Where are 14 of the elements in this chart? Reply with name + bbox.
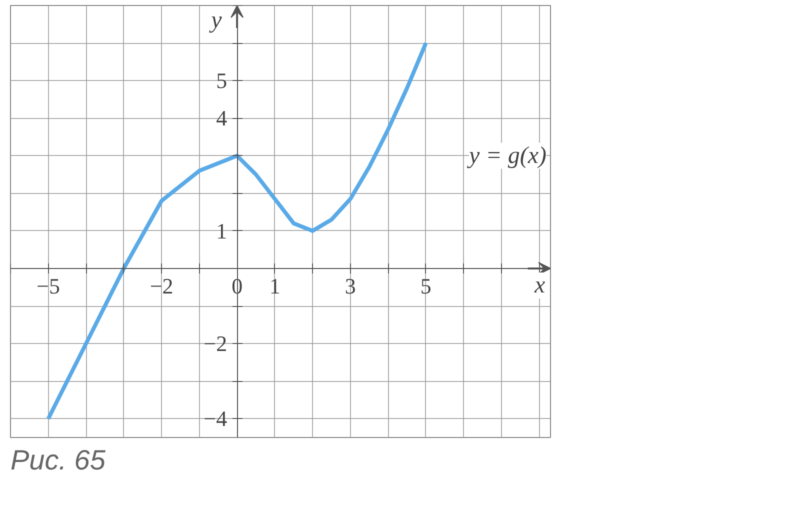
x-tick-label: −5: [36, 273, 60, 298]
y-tick-label: −4: [204, 406, 228, 432]
x-tick-label: 3: [344, 273, 356, 298]
x-tick-label: 5: [420, 273, 432, 298]
y-axis-title: y: [209, 8, 222, 34]
y-tick-label: 1: [216, 218, 228, 244]
y-tick-label: −2: [204, 331, 228, 356]
y-tick-label: 5: [216, 68, 228, 94]
x-tick-label: 1: [269, 273, 280, 298]
text: y = g(x): [467, 142, 547, 169]
y-tick-label: 4: [216, 106, 228, 131]
x-tick-label: −2: [150, 273, 174, 298]
text: Рис. 65: [10, 444, 106, 476]
x-axis-title: x: [534, 272, 546, 298]
